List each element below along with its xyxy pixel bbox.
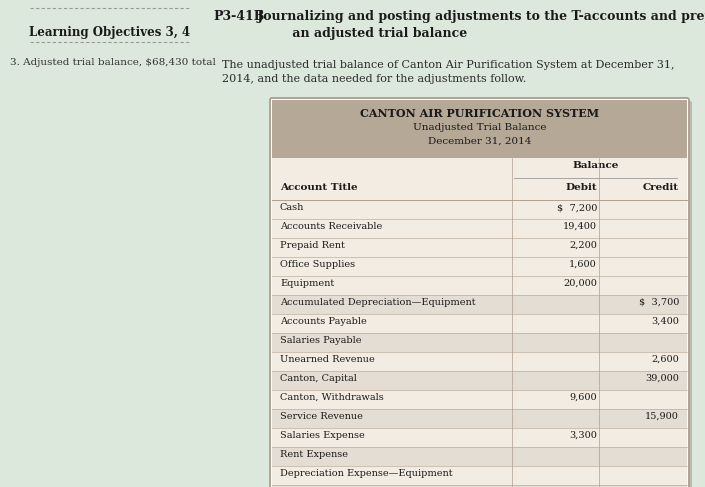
FancyBboxPatch shape bbox=[272, 180, 687, 200]
FancyBboxPatch shape bbox=[272, 295, 687, 314]
Text: Canton, Withdrawals: Canton, Withdrawals bbox=[280, 393, 384, 402]
FancyBboxPatch shape bbox=[272, 447, 687, 466]
Text: CANTON AIR PURIFICATION SYSTEM: CANTON AIR PURIFICATION SYSTEM bbox=[360, 108, 599, 119]
FancyBboxPatch shape bbox=[272, 257, 687, 276]
Text: Prepaid Rent: Prepaid Rent bbox=[280, 241, 345, 250]
FancyBboxPatch shape bbox=[272, 428, 687, 447]
Text: Salaries Payable: Salaries Payable bbox=[280, 336, 362, 345]
Text: Service Revenue: Service Revenue bbox=[280, 412, 363, 421]
FancyBboxPatch shape bbox=[272, 276, 687, 295]
Text: Accounts Payable: Accounts Payable bbox=[280, 317, 367, 326]
FancyBboxPatch shape bbox=[272, 238, 687, 257]
FancyBboxPatch shape bbox=[272, 485, 687, 487]
Text: Learning Objectives 3, 4: Learning Objectives 3, 4 bbox=[30, 26, 190, 39]
Text: Salaries Expense: Salaries Expense bbox=[280, 431, 364, 440]
Text: Accounts Receivable: Accounts Receivable bbox=[280, 222, 382, 231]
FancyBboxPatch shape bbox=[272, 158, 687, 180]
Text: Debit: Debit bbox=[565, 183, 597, 192]
FancyBboxPatch shape bbox=[272, 371, 687, 390]
Text: 19,400: 19,400 bbox=[563, 222, 597, 231]
Text: Rent Expense: Rent Expense bbox=[280, 450, 348, 459]
Text: Credit: Credit bbox=[643, 183, 679, 192]
Text: Cash: Cash bbox=[280, 203, 305, 212]
Text: 39,000: 39,000 bbox=[645, 374, 679, 383]
Text: Balance: Balance bbox=[572, 161, 619, 170]
Text: Unearned Revenue: Unearned Revenue bbox=[280, 355, 375, 364]
Text: 2,600: 2,600 bbox=[651, 355, 679, 364]
Text: Unadjusted Trial Balance: Unadjusted Trial Balance bbox=[412, 123, 546, 132]
Text: Office Supplies: Office Supplies bbox=[280, 260, 355, 269]
FancyBboxPatch shape bbox=[272, 409, 687, 428]
Text: Depreciation Expense—Equipment: Depreciation Expense—Equipment bbox=[280, 469, 453, 478]
Text: 9,600: 9,600 bbox=[570, 393, 597, 402]
FancyBboxPatch shape bbox=[272, 333, 687, 352]
Text: $  3,700: $ 3,700 bbox=[639, 298, 679, 307]
FancyBboxPatch shape bbox=[273, 101, 692, 487]
FancyBboxPatch shape bbox=[272, 390, 687, 409]
Text: Equipment: Equipment bbox=[280, 279, 334, 288]
Text: Account Title: Account Title bbox=[280, 183, 357, 192]
Text: 3,400: 3,400 bbox=[651, 317, 679, 326]
FancyBboxPatch shape bbox=[272, 466, 687, 485]
FancyBboxPatch shape bbox=[272, 200, 687, 219]
Text: Journalizing and posting adjustments to the T-accounts and preparing
         an: Journalizing and posting adjustments to … bbox=[253, 10, 705, 40]
Text: 1,600: 1,600 bbox=[569, 260, 597, 269]
Text: Canton, Capital: Canton, Capital bbox=[280, 374, 357, 383]
Text: 20,000: 20,000 bbox=[563, 279, 597, 288]
Text: December 31, 2014: December 31, 2014 bbox=[428, 137, 531, 146]
FancyBboxPatch shape bbox=[272, 352, 687, 371]
Text: The unadjusted trial balance of Canton Air Purification System at December 31,
2: The unadjusted trial balance of Canton A… bbox=[222, 60, 675, 84]
Text: 3. Adjusted trial balance, $68,430 total: 3. Adjusted trial balance, $68,430 total bbox=[10, 58, 216, 67]
FancyBboxPatch shape bbox=[272, 100, 687, 158]
Text: 3,300: 3,300 bbox=[569, 431, 597, 440]
FancyBboxPatch shape bbox=[272, 314, 687, 333]
Text: $  7,200: $ 7,200 bbox=[557, 203, 597, 212]
Text: P3-41B: P3-41B bbox=[213, 10, 264, 23]
Text: Accumulated Depreciation—Equipment: Accumulated Depreciation—Equipment bbox=[280, 298, 476, 307]
Text: 2,200: 2,200 bbox=[569, 241, 597, 250]
FancyBboxPatch shape bbox=[270, 98, 689, 487]
Text: 15,900: 15,900 bbox=[645, 412, 679, 421]
FancyBboxPatch shape bbox=[272, 219, 687, 238]
